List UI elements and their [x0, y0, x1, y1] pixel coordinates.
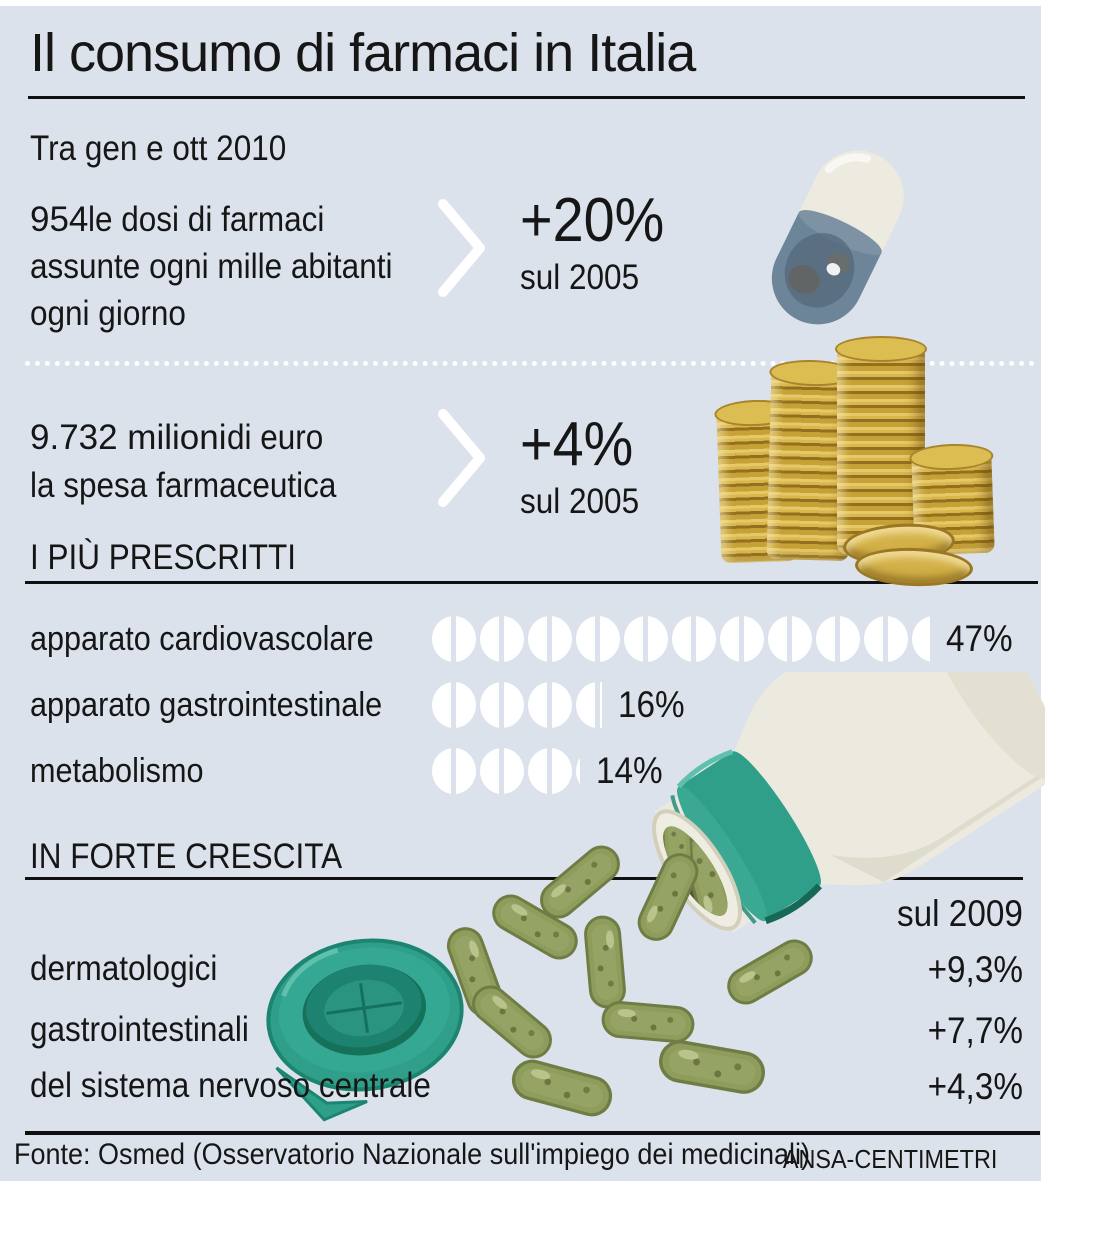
stat-doses-value: 954 — [30, 200, 89, 239]
category-label: metabolismo — [30, 751, 204, 790]
section-heading-prescritti: I PIÙ PRESCRITTI — [30, 538, 297, 577]
bottle-cap-photo — [266, 938, 464, 1122]
footer-rule — [25, 1131, 1040, 1135]
bottle-body — [652, 672, 1045, 933]
chart-row: apparato gastrointestinale 16% — [30, 682, 1030, 728]
section-rule — [25, 877, 1023, 880]
stat-doses-delta: +20% sul 2005 — [520, 188, 680, 298]
growth-category: del sistema nervoso centrale — [30, 1066, 431, 1105]
pill-icon — [432, 748, 476, 794]
section-heading-crescita: IN FORTE CRESCITA — [30, 837, 343, 876]
stat-spending-delta: +4% sul 2005 — [520, 412, 652, 522]
growth-value: +9,3% — [927, 949, 1023, 990]
agency-credit: ANSA-CENTIMETRI — [782, 1144, 997, 1174]
page-title: Il consumo di farmaci in Italia — [30, 23, 696, 83]
pill-icon — [912, 616, 930, 662]
delta-baseline: sul 2005 — [520, 258, 640, 298]
stat-spending-line1: 9.732 milioni di euro — [30, 418, 323, 457]
delta-baseline: sul 2005 — [520, 482, 640, 522]
stat-doses-line1: 954 le dosi di farmaci — [30, 200, 325, 239]
pill-bar-chart: apparato cardiovascolare 47% apparato ga… — [30, 616, 1030, 814]
period-label: Tra gen e ott 2010 — [30, 129, 287, 168]
pill-icon — [480, 616, 524, 662]
pill-bar — [432, 682, 602, 728]
pill-capsule-photo — [771, 150, 904, 325]
growth-category: dermatologici — [30, 949, 218, 988]
chart-row: apparato cardiovascolare 47% — [30, 616, 1030, 662]
dotted-divider — [25, 361, 1035, 366]
pill-bottle-photo — [266, 672, 1045, 1122]
category-label: apparato gastrointestinale — [30, 685, 383, 724]
pill-icon — [432, 682, 476, 728]
title-rule — [28, 96, 1025, 99]
growth-value: +7,7% — [927, 1010, 1023, 1051]
stat-doses-line2: assunte ogni mille abitanti — [30, 247, 393, 286]
pill-icon — [528, 616, 572, 662]
growth-baseline-label: sul 2009 — [897, 893, 1023, 934]
coin-stack — [835, 336, 927, 554]
pill-icon — [672, 616, 716, 662]
pill-icon — [768, 616, 812, 662]
source-credit: Fonte: Osmed (Osservatorio Nazionale sul… — [14, 1138, 810, 1171]
stat-doses: 954 le dosi di farmaci assunte ogni mill… — [30, 196, 433, 337]
pill-bar — [432, 748, 580, 794]
value-label: 16% — [618, 684, 685, 725]
growth-value: +4,3% — [927, 1066, 1023, 1107]
growth-category: gastrointestinali — [30, 1010, 249, 1049]
pill-bar — [432, 616, 930, 662]
pill-icon — [480, 748, 524, 794]
coins-photo — [705, 336, 1005, 589]
pill-icon — [528, 748, 572, 794]
pill-icon — [576, 682, 602, 728]
chevron-right-icon — [438, 199, 485, 297]
pill-icon — [720, 616, 764, 662]
pill-icon — [576, 616, 620, 662]
pill-icon — [528, 682, 572, 728]
pill-icon — [864, 616, 908, 662]
pill-icon — [576, 748, 580, 794]
chart-row: metabolismo 14% — [30, 748, 1030, 794]
stat-doses-line3: ogni giorno — [30, 294, 186, 333]
delta-value: +20% — [520, 186, 665, 255]
stat-spending-value: 9.732 milioni — [30, 418, 227, 457]
value-label: 14% — [596, 750, 663, 791]
pill-icon — [432, 616, 476, 662]
value-label: 47% — [946, 618, 1013, 659]
stat-spending: 9.732 milioni di euro la spesa farmaceut… — [30, 414, 370, 510]
chevron-right-icon — [438, 409, 485, 507]
delta-value: +4% — [520, 410, 634, 479]
pill-icon — [480, 682, 524, 728]
stat-spending-line2: la spesa farmaceutica — [30, 466, 337, 505]
section-rule — [25, 581, 1038, 584]
pill-icon — [816, 616, 860, 662]
pill-icon — [624, 616, 668, 662]
category-label: apparato cardiovascolare — [30, 619, 374, 658]
